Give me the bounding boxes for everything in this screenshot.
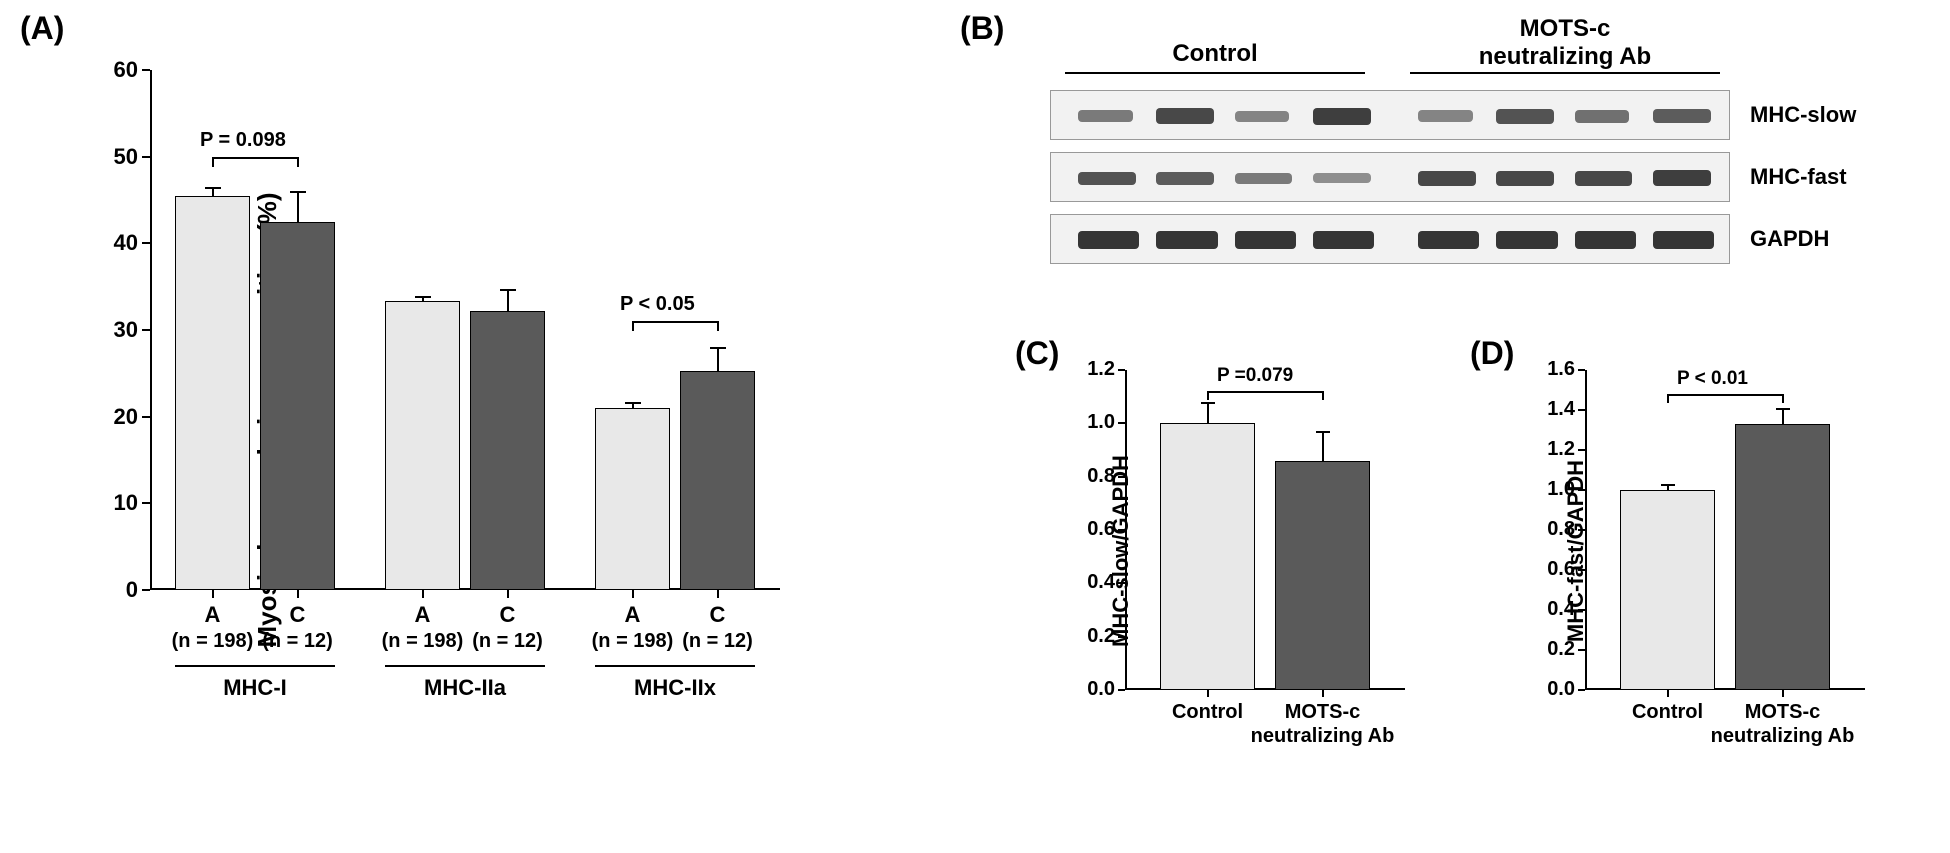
small-panel-ytick: 0.4 bbox=[1075, 571, 1115, 594]
blot-band bbox=[1313, 231, 1374, 249]
panel-a-xn: (n = 12) bbox=[665, 630, 770, 653]
panel-a-group-label: MHC-IIa bbox=[385, 675, 545, 701]
panel-a-bar bbox=[680, 371, 755, 590]
blot-band bbox=[1653, 170, 1711, 186]
panel-b: Control MOTS-c neutralizing Ab MHC-slow MHC… bbox=[1010, 10, 1910, 290]
panel-a-pvalue: P = 0.098 bbox=[200, 129, 286, 152]
small-panel-ytick: 0.2 bbox=[1075, 625, 1115, 648]
blot-band bbox=[1575, 110, 1629, 123]
small-panel-xlabel: MOTS-c neutralizing Ab bbox=[1245, 700, 1400, 748]
blot-row bbox=[1050, 214, 1730, 264]
blot-band bbox=[1078, 110, 1132, 122]
small-panel-bar bbox=[1735, 424, 1830, 690]
blot-band bbox=[1156, 231, 1217, 249]
panel-a-xcat: C bbox=[470, 602, 545, 628]
blot-band bbox=[1653, 231, 1714, 249]
panel-b-label: (B) bbox=[960, 10, 1004, 47]
small-panel-ytick: 0.6 bbox=[1075, 518, 1115, 541]
small-panel-ytick: 0.8 bbox=[1535, 518, 1575, 541]
blot-row-label: MHC-slow bbox=[1750, 102, 1856, 128]
small-panel-xlabel: MOTS-c neutralizing Ab bbox=[1705, 700, 1860, 748]
panel-b-header-control: Control bbox=[1050, 40, 1380, 68]
small-panel-ytick: 1.0 bbox=[1075, 411, 1115, 434]
blot-row-label: MHC-fast bbox=[1750, 164, 1847, 190]
blot-band bbox=[1575, 171, 1633, 186]
panel-a-ytick: 0 bbox=[98, 577, 138, 603]
panel-a-xn: (n = 12) bbox=[455, 630, 560, 653]
small-panel-bar bbox=[1620, 490, 1715, 690]
panel-a-xcat: C bbox=[260, 602, 335, 628]
panel-a-ytick: 30 bbox=[98, 317, 138, 343]
panel-c-plot: 0.00.20.40.60.81.01.2P =0.079 bbox=[1125, 370, 1405, 690]
blot-band bbox=[1653, 109, 1711, 123]
blot-band bbox=[1496, 171, 1554, 186]
blot-band bbox=[1418, 231, 1479, 249]
small-panel-ytick: 1.6 bbox=[1535, 358, 1575, 381]
small-panel-ytick: 0.6 bbox=[1535, 558, 1575, 581]
blot-band bbox=[1575, 231, 1636, 249]
panel-a-bar bbox=[175, 196, 250, 590]
panel-a-xcat: A bbox=[595, 602, 670, 628]
blot-row bbox=[1050, 90, 1730, 140]
small-panel-ytick: 1.0 bbox=[1535, 478, 1575, 501]
panel-c: MHC-slow/GAPDH 0.00.20.40.60.81.01.2P =0… bbox=[1070, 330, 1450, 820]
panel-a-xcat: A bbox=[385, 602, 460, 628]
blot-band bbox=[1418, 171, 1476, 186]
small-panel-bar bbox=[1275, 461, 1370, 690]
small-panel-ytick: 0.2 bbox=[1535, 638, 1575, 661]
panel-a-xcat: A bbox=[175, 602, 250, 628]
blot-band bbox=[1313, 108, 1371, 125]
blot-row-label: GAPDH bbox=[1750, 226, 1829, 252]
blot-band bbox=[1496, 109, 1554, 124]
panel-a-plot: 0102030405060A(n = 198)C(n = 12)P = 0.09… bbox=[150, 70, 780, 590]
panel-a-xn: (n = 12) bbox=[245, 630, 350, 653]
small-panel-ytick: 0.8 bbox=[1075, 465, 1115, 488]
blot-band bbox=[1418, 110, 1472, 122]
blot-band bbox=[1235, 173, 1293, 184]
panel-a-ytick: 20 bbox=[98, 404, 138, 430]
small-panel-ytick: 1.2 bbox=[1535, 438, 1575, 461]
blot-band bbox=[1156, 108, 1214, 124]
panel-a-bar bbox=[260, 222, 335, 590]
panel-a-ytick: 60 bbox=[98, 57, 138, 83]
panel-a-bar bbox=[470, 311, 545, 590]
panel-a-pvalue: P < 0.05 bbox=[620, 293, 695, 316]
panel-a-xcat: C bbox=[680, 602, 755, 628]
panel-c-label: (C) bbox=[1015, 335, 1059, 372]
small-panel-bar bbox=[1160, 423, 1255, 690]
blot-row bbox=[1050, 152, 1730, 202]
panel-a-ytick: 10 bbox=[98, 490, 138, 516]
panel-d: MHC-fast/GAPDH 0.00.20.40.60.81.01.21.41… bbox=[1530, 330, 1910, 820]
small-panel-pvalue: P =0.079 bbox=[1217, 365, 1293, 387]
blot-band bbox=[1496, 231, 1557, 249]
panel-d-label: (D) bbox=[1470, 335, 1514, 372]
panel-a-bar bbox=[595, 408, 670, 590]
small-panel-pvalue: P < 0.01 bbox=[1677, 368, 1748, 390]
blot-band bbox=[1313, 173, 1371, 183]
blot-band bbox=[1235, 231, 1296, 249]
blot-band bbox=[1235, 111, 1289, 122]
panel-b-header-motsc: MOTS-c neutralizing Ab bbox=[1400, 15, 1730, 71]
panel-a-label: (A) bbox=[20, 10, 64, 47]
blot-band bbox=[1078, 231, 1139, 249]
panel-d-plot: 0.00.20.40.60.81.01.21.41.6P < 0.01 bbox=[1585, 370, 1865, 690]
panel-a: Myosin heavy chain composition (%) 01020… bbox=[100, 70, 820, 770]
small-panel-ytick: 1.4 bbox=[1535, 398, 1575, 421]
small-panel-ytick: 0.0 bbox=[1535, 678, 1575, 701]
panel-a-bar bbox=[385, 301, 460, 590]
panel-a-group-label: MHC-IIx bbox=[595, 675, 755, 701]
blot-band bbox=[1078, 172, 1136, 185]
small-panel-ytick: 0.4 bbox=[1535, 598, 1575, 621]
small-panel-ytick: 0.0 bbox=[1075, 678, 1115, 701]
panel-a-ytick: 40 bbox=[98, 230, 138, 256]
panel-a-group-label: MHC-I bbox=[175, 675, 335, 701]
small-panel-ytick: 1.2 bbox=[1075, 358, 1115, 381]
blot-band bbox=[1156, 172, 1214, 185]
panel-a-ytick: 50 bbox=[98, 144, 138, 170]
